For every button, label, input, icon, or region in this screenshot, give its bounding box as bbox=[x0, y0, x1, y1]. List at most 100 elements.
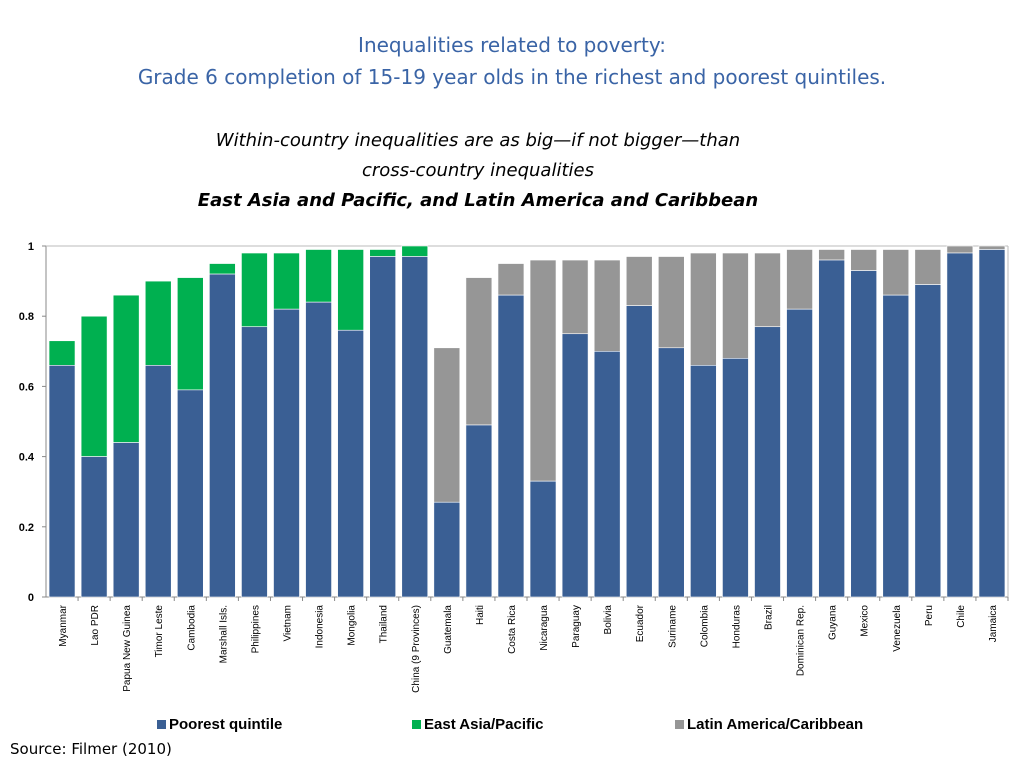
x-tick-label: Bolivia bbox=[603, 605, 614, 635]
x-tick-label: Haiti bbox=[475, 605, 486, 625]
bar-poorest-27 bbox=[914, 284, 942, 598]
bar-poorest-16 bbox=[561, 333, 589, 598]
legend-swatch-2 bbox=[675, 720, 684, 729]
bar-richest-24 bbox=[818, 249, 845, 261]
bar-poorest-0 bbox=[48, 365, 76, 598]
bar-poorest-17 bbox=[593, 351, 621, 598]
x-tick-label: Timor Leste bbox=[154, 605, 165, 658]
bar-poorest-29 bbox=[978, 249, 1006, 598]
bar-richest-5 bbox=[209, 263, 236, 275]
bar-poorest-26 bbox=[882, 294, 910, 598]
bar-poorest-25 bbox=[850, 270, 877, 598]
bar-poorest-20 bbox=[690, 365, 717, 598]
bar-poorest-6 bbox=[241, 326, 268, 598]
x-tick-label: Mongolia bbox=[347, 605, 358, 646]
bar-poorest-8 bbox=[305, 301, 332, 598]
bar-richest-0 bbox=[48, 340, 76, 366]
x-tick-label: Thailand bbox=[379, 605, 390, 643]
bar-poorest-14 bbox=[497, 294, 525, 598]
bar-poorest-10 bbox=[369, 256, 396, 598]
x-tick-label: Costa Rica bbox=[507, 605, 518, 654]
x-tick-label: Venezuela bbox=[892, 605, 903, 652]
x-tick-label: China (9 Provinces) bbox=[411, 605, 422, 693]
bar-richest-17 bbox=[593, 259, 621, 352]
x-tick-label: Chile bbox=[956, 605, 967, 628]
x-tick-label: Cambodia bbox=[186, 605, 197, 651]
bar-richest-25 bbox=[850, 249, 877, 271]
chart-title-line1: Inequalities related to poverty: bbox=[358, 33, 666, 57]
legend-label-2: Latin America/Caribbean bbox=[687, 716, 863, 733]
bar-poorest-24 bbox=[818, 259, 845, 598]
x-tick-label: Marshall Isls. bbox=[218, 605, 229, 663]
y-tick-label: 0.8 bbox=[19, 311, 34, 323]
chart-title-line2: Grade 6 completion of 15-19 year olds in… bbox=[137, 65, 887, 89]
x-tick-label: Indonesia bbox=[315, 605, 326, 649]
bar-poorest-18 bbox=[625, 305, 653, 598]
x-tick-label: Suriname bbox=[667, 605, 678, 648]
bar-richest-26 bbox=[882, 249, 910, 296]
bar-richest-3 bbox=[144, 280, 172, 366]
bar-poorest-23 bbox=[786, 308, 813, 598]
bar-poorest-2 bbox=[112, 442, 140, 598]
x-tick-label: Lao PDR bbox=[90, 605, 101, 646]
bar-poorest-3 bbox=[144, 365, 172, 598]
legend-swatch-0 bbox=[157, 720, 166, 729]
x-tick-label: Colombia bbox=[699, 605, 710, 648]
x-tick-label: Peru bbox=[924, 605, 935, 626]
bar-richest-28 bbox=[946, 245, 974, 254]
bar-poorest-9 bbox=[337, 329, 364, 598]
bar-poorest-11 bbox=[401, 256, 429, 598]
bar-richest-6 bbox=[241, 252, 268, 328]
legend-swatch-1 bbox=[412, 720, 421, 729]
bar-richest-16 bbox=[561, 259, 589, 335]
bar-poorest-15 bbox=[529, 480, 557, 598]
bar-richest-21 bbox=[722, 252, 749, 359]
bar-poorest-19 bbox=[658, 347, 685, 598]
x-tick-label: Ecuador bbox=[635, 604, 646, 642]
bar-richest-15 bbox=[529, 259, 557, 482]
bar-richest-29 bbox=[978, 245, 1006, 250]
bar-poorest-1 bbox=[80, 456, 108, 598]
bar-poorest-28 bbox=[946, 252, 974, 598]
y-tick-label: 0.6 bbox=[19, 381, 34, 393]
bar-richest-8 bbox=[305, 249, 332, 303]
bar-richest-27 bbox=[914, 249, 942, 285]
bar-poorest-22 bbox=[754, 326, 781, 598]
y-tick-label: 0 bbox=[28, 592, 34, 604]
chart-subtitle-line3: East Asia and Pacific, and Latin America… bbox=[197, 190, 759, 211]
chart-subtitle-line1: Within-country inequalities are as big—i… bbox=[215, 130, 741, 151]
bar-richest-7 bbox=[273, 252, 300, 310]
bar-richest-9 bbox=[337, 249, 364, 331]
legend-label-1: East Asia/Pacific bbox=[424, 716, 544, 733]
x-tick-label: Honduras bbox=[731, 605, 742, 648]
x-tick-label: Philippines bbox=[250, 605, 261, 653]
x-tick-label: Vietnam bbox=[283, 605, 294, 642]
bar-richest-18 bbox=[625, 256, 653, 306]
bar-richest-13 bbox=[465, 277, 493, 426]
chart-subtitle-line2: cross-country inequalities bbox=[362, 160, 594, 181]
bar-richest-20 bbox=[690, 252, 717, 366]
y-tick-label: 1 bbox=[28, 241, 34, 253]
bar-richest-2 bbox=[112, 294, 140, 443]
stacked-bar-chart: 0 0.2 0.4 0.6 0.8 1 Myanmar Lao PDR Papua New Gu… bbox=[19, 241, 1009, 733]
bar-poorest-12 bbox=[433, 501, 461, 598]
bar-poorest-21 bbox=[722, 358, 749, 598]
x-tick-label: Nicaragua bbox=[539, 605, 550, 651]
bar-richest-19 bbox=[658, 256, 685, 349]
y-tick-label: 0.4 bbox=[19, 452, 35, 464]
x-tick-label: Jamaica bbox=[988, 605, 999, 643]
bar-poorest-7 bbox=[273, 308, 300, 598]
bar-poorest-5 bbox=[209, 273, 236, 598]
x-tick-label: Mexico bbox=[860, 605, 871, 637]
x-tick-label: Myanmar bbox=[58, 604, 69, 646]
x-tick-label: Brazil bbox=[764, 605, 775, 630]
bar-richest-4 bbox=[177, 277, 204, 391]
bar-richest-22 bbox=[754, 252, 781, 328]
x-tick-label: Guyana bbox=[828, 605, 839, 640]
y-tick-label: 0.2 bbox=[19, 522, 34, 534]
source-note: Source: Filmer (2010) bbox=[10, 740, 172, 758]
bar-richest-1 bbox=[80, 315, 108, 457]
x-tick-label: Guatemala bbox=[443, 605, 454, 654]
bar-richest-11 bbox=[401, 245, 429, 257]
bar-richest-12 bbox=[433, 347, 461, 503]
